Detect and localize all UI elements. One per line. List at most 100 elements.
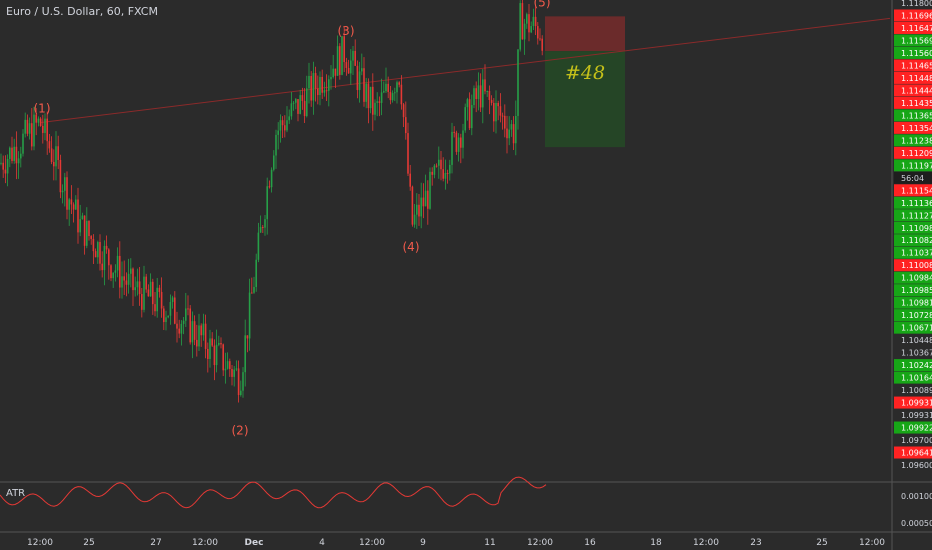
candle-body <box>209 338 211 359</box>
candle-body <box>444 173 447 179</box>
price-axis-label: 1.11448 <box>901 74 932 83</box>
price-axis-label: 1.11365 <box>901 111 932 120</box>
candles <box>0 0 543 403</box>
price-axis-label: 1.10728 <box>901 311 932 320</box>
price-axis-label: 1.09931 <box>901 411 932 420</box>
price-tag-bg <box>894 309 932 322</box>
candle-body <box>420 197 422 217</box>
candle-body <box>231 368 233 377</box>
price-axis-label: 1.11800 <box>901 0 932 8</box>
candle-body <box>303 100 306 117</box>
candle-body <box>479 85 482 108</box>
price-tag-bg <box>894 196 932 209</box>
candle-body <box>233 369 235 377</box>
candle-body <box>246 335 249 339</box>
candle-body <box>81 215 84 220</box>
candle-body <box>475 88 477 100</box>
price-tag-bg <box>894 34 932 47</box>
price-tag-bg <box>894 171 932 184</box>
candle-body <box>310 75 312 101</box>
candle-body <box>418 204 420 217</box>
price-tag-bg <box>894 284 932 297</box>
candle-body <box>391 93 394 101</box>
candle-body <box>182 320 185 324</box>
candle-body <box>138 281 141 295</box>
price-tag-bg <box>894 209 932 222</box>
time-axis-label: 12:00 <box>192 538 218 548</box>
price-tag-bg <box>894 246 932 259</box>
candle-body <box>488 91 491 100</box>
candle-body <box>347 67 350 74</box>
candle-body <box>477 85 480 100</box>
candle-body <box>15 146 18 164</box>
candle-body <box>537 26 539 39</box>
candle-body <box>299 95 301 114</box>
candle-body <box>101 263 103 271</box>
price-tag-bg <box>894 84 932 97</box>
candle-body <box>343 36 345 63</box>
wave-label: (4) <box>403 240 420 254</box>
price-axis-label: 1.11435 <box>901 99 932 108</box>
candle-body <box>53 161 55 167</box>
price-axis-label: 1.11696 <box>901 11 932 20</box>
candle-body <box>451 131 453 165</box>
candle-body <box>266 186 268 220</box>
candle-body <box>499 106 502 116</box>
candle-body <box>288 116 290 121</box>
candle-body <box>198 325 200 347</box>
price-tag-bg <box>894 146 932 159</box>
candle-body <box>178 328 180 334</box>
candle-body <box>482 79 484 108</box>
candle-body <box>240 390 242 395</box>
price-axis-label: 1.10448 <box>901 336 932 345</box>
candle-body <box>154 304 156 312</box>
candle-body <box>317 88 319 95</box>
candle-body <box>512 124 515 144</box>
candle-body <box>314 73 317 89</box>
candle-body <box>229 361 231 369</box>
candle-body <box>262 227 264 229</box>
candle-body <box>180 323 183 334</box>
price-axis-label: 1.09641 <box>901 449 932 458</box>
time-axis-label: 9 <box>420 538 426 548</box>
candle-body <box>165 317 167 323</box>
candle-body <box>308 75 310 89</box>
candle-body <box>46 118 48 142</box>
candle-body <box>92 238 95 252</box>
candle-body <box>328 79 330 91</box>
candle-body <box>341 36 343 75</box>
candle-body <box>66 177 68 210</box>
candle-body <box>453 131 455 133</box>
candle-body <box>460 137 462 148</box>
candle-body <box>68 199 70 210</box>
price-tag-bg <box>894 46 932 59</box>
candle-body <box>290 103 293 117</box>
candle-body <box>402 104 405 118</box>
candle-body <box>31 123 33 147</box>
candle-body <box>354 50 356 66</box>
candle-body <box>431 171 433 175</box>
candle-body <box>9 147 11 159</box>
candle-body <box>385 83 387 92</box>
time-axis-label: 12:00 <box>27 538 53 548</box>
candle-body <box>273 155 275 170</box>
candle-body <box>130 268 132 274</box>
candle-body <box>143 276 145 310</box>
candle-body <box>121 276 123 288</box>
candle-body <box>363 68 365 102</box>
candle-body <box>409 173 411 187</box>
candle-body <box>466 99 469 108</box>
candle-body <box>532 16 535 27</box>
candle-body <box>248 292 251 339</box>
candle-body <box>13 146 15 161</box>
candle-body <box>169 301 172 316</box>
candle-body <box>306 88 308 117</box>
price-axis-label: 1.11008 <box>901 261 932 270</box>
candle-body <box>86 220 88 246</box>
candle-body <box>6 158 9 174</box>
candle-body <box>127 273 130 285</box>
candle-body <box>365 83 367 102</box>
candle-body <box>171 297 174 302</box>
candle-body <box>484 79 486 92</box>
